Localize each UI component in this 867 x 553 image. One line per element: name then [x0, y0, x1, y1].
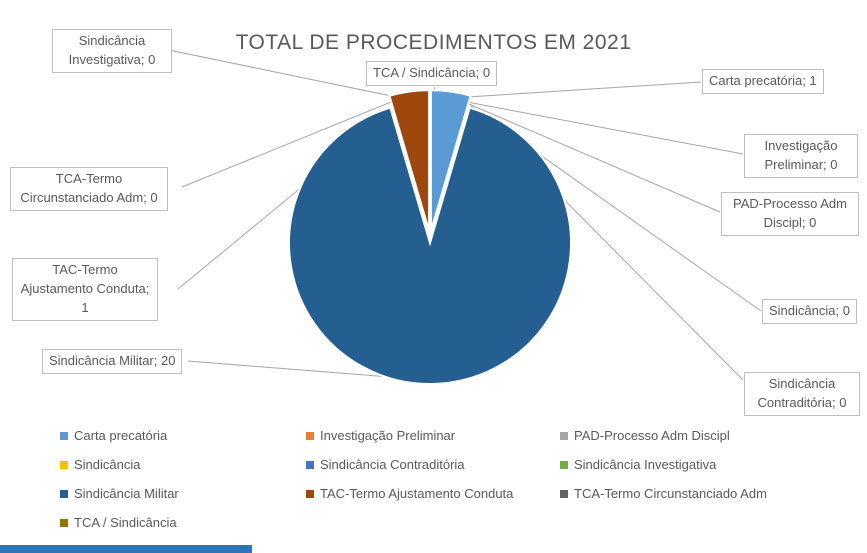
legend-label: TCA / Sindicância — [74, 515, 177, 530]
legend-item-sindicancia-militar[interactable]: Sindicância Militar — [60, 486, 306, 501]
chart-title: TOTAL DE PROCEDIMENTOS EM 2021 — [235, 31, 632, 54]
leader-line-investigacao-preliminar — [466, 101, 744, 155]
legend-item-sindicancia-contraditoria[interactable]: Sindicância Contraditória — [306, 457, 560, 472]
legend-item-tac-termo-ajustamento[interactable]: TAC-Termo Ajustamento Conduta — [306, 486, 560, 501]
legend-marker-icon — [306, 431, 314, 440]
legend-item-tca-termo-circunstanciado[interactable]: TCA-Termo Circunstanciado Adm — [560, 486, 767, 501]
leader-line-sindicancia-investigativa — [163, 48, 402, 99]
data-label-tca-termo-circunstanciado[interactable]: TCA-Termo Circunstanciado Adm; 0 — [10, 167, 168, 211]
legend-label: Sindicância Militar — [74, 486, 179, 501]
legend-marker-icon — [306, 489, 314, 498]
data-label-tac-termo-ajustamento[interactable]: TAC-Termo Ajustamento Conduta; 1 — [12, 258, 158, 321]
legend-label: TCA-Termo Circunstanciado Adm — [574, 486, 767, 501]
legend-marker-icon — [60, 431, 68, 440]
legend-marker-icon — [306, 460, 314, 469]
data-label-pad-processo-adm-discipl[interactable]: PAD-Processo Adm Discipl; 0 — [721, 192, 859, 236]
leader-line-carta-precatoria — [451, 81, 702, 99]
data-label-investigacao-preliminar[interactable]: Investigação Preliminar; 0 — [744, 134, 858, 178]
data-label-tca-sindicancia[interactable]: TCA / Sindicância; 0 — [366, 61, 498, 86]
leader-line-pad-processo — [468, 103, 721, 213]
legend-marker-icon — [60, 489, 68, 498]
legend-marker-icon — [560, 489, 568, 498]
data-label-carta-precatoria[interactable]: Carta precatória; 1 — [702, 69, 824, 94]
leader-line-tca-termo-circunstanciado — [181, 99, 397, 188]
data-label-sindicancia-investigativa[interactable]: Sindicância Investigativa; 0 — [52, 29, 172, 73]
legend-label: Sindicância Contraditória — [320, 457, 465, 472]
legend-item-pad-processo-adm-discipl[interactable]: PAD-Processo Adm Discipl — [560, 428, 767, 443]
pie-slice-7[interactable] — [388, 89, 431, 232]
data-label-sindicancia[interactable]: Sindicância; 0 — [762, 299, 857, 324]
legend-item-tca-sindicancia[interactable]: TCA / Sindicância — [60, 515, 306, 530]
data-label-sindicancia-contraditoria[interactable]: Sindicância Contraditória; 0 — [744, 372, 860, 416]
pie-slice-0[interactable] — [429, 89, 472, 232]
legend-item-investigacao-preliminar[interactable]: Investigação Preliminar — [306, 428, 560, 443]
legend-label: Carta precatória — [74, 428, 168, 443]
legend-label: Sindicância Investigativa — [574, 457, 717, 472]
legend-item-sindicancia[interactable]: Sindicância — [60, 457, 306, 472]
legend-label: PAD-Processo Adm Discipl — [574, 428, 730, 443]
legend-label: Investigação Preliminar — [320, 428, 456, 443]
legend-label: Sindicância — [74, 457, 141, 472]
legend-marker-icon — [60, 460, 68, 469]
chart-legend: Carta precatória Investigação Preliminar… — [60, 421, 767, 537]
legend-marker-icon — [60, 518, 68, 527]
legend-marker-icon — [560, 431, 568, 440]
pie-slice-6[interactable] — [288, 106, 572, 385]
legend-label: TAC-Termo Ajustamento Conduta — [320, 486, 514, 501]
pie-slices — [288, 89, 572, 385]
legend-item-sindicancia-investigativa[interactable]: Sindicância Investigativa — [560, 457, 767, 472]
bottom-accent-bar — [0, 545, 252, 553]
legend-marker-icon — [560, 460, 568, 469]
data-label-sindicancia-militar[interactable]: Sindicância Militar; 20 — [42, 349, 183, 374]
legend-item-carta-precatoria[interactable]: Carta precatória — [60, 428, 306, 443]
